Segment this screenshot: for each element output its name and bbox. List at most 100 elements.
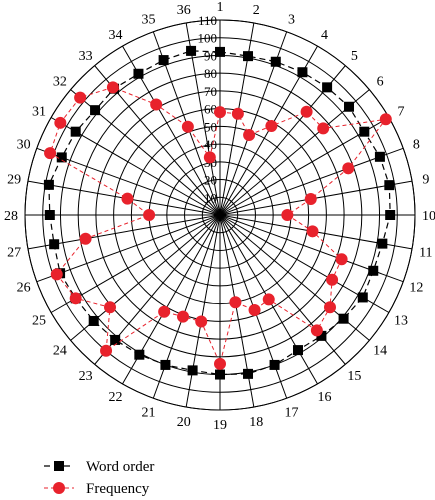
data-point: [43, 179, 54, 190]
data-point: [357, 292, 368, 303]
data-point: [322, 82, 333, 93]
data-point: [265, 119, 278, 132]
radial-tick-label: 100: [198, 31, 218, 46]
data-point: [300, 105, 313, 118]
category-label: 12: [409, 280, 423, 295]
category-label: 21: [142, 405, 156, 420]
data-point: [326, 273, 339, 286]
legend-word-order-label: Word order: [86, 459, 154, 475]
category-label: 6: [377, 75, 384, 90]
category-label: 31: [32, 105, 46, 120]
data-point: [195, 315, 208, 328]
data-point: [262, 293, 275, 306]
category-label: 8: [413, 138, 420, 153]
data-point: [134, 349, 145, 360]
category-label: 2: [253, 3, 260, 18]
series-layer: [43, 45, 396, 380]
data-point: [269, 359, 280, 370]
data-point: [368, 265, 379, 276]
radial-tick-labels: 102030405060708090100110: [198, 13, 218, 205]
data-point: [316, 330, 327, 341]
data-point: [54, 116, 67, 129]
data-point: [243, 51, 254, 62]
category-label: 13: [394, 314, 408, 329]
radial-tick-label: 70: [204, 84, 217, 99]
category-label: 32: [53, 75, 67, 90]
data-point: [203, 151, 216, 164]
data-point: [374, 151, 385, 162]
data-point: [359, 126, 370, 137]
data-point: [158, 55, 169, 66]
category-label: 5: [351, 49, 358, 64]
data-point: [160, 359, 171, 370]
data-point: [133, 68, 144, 79]
radial-tick-label: 40: [204, 137, 217, 152]
category-label: 22: [109, 390, 123, 405]
data-point: [215, 369, 225, 380]
data-point: [229, 296, 242, 309]
spoke: [219, 147, 404, 216]
data-point: [177, 310, 190, 323]
category-label: 26: [17, 280, 31, 295]
data-point: [158, 305, 171, 318]
category-label: 3: [288, 13, 295, 28]
data-point: [335, 253, 348, 266]
data-point: [304, 192, 317, 205]
legend: Word order Frequency: [44, 459, 154, 497]
data-point: [106, 81, 119, 94]
data-point: [74, 91, 87, 104]
category-label: 36: [177, 3, 191, 18]
spoke: [27, 214, 221, 250]
data-point: [44, 210, 55, 220]
data-point: [150, 98, 163, 111]
data-point: [181, 120, 194, 133]
radial-tick-label: 50: [204, 119, 217, 134]
category-label: 23: [79, 369, 93, 384]
data-point: [69, 292, 82, 305]
data-point: [187, 365, 198, 376]
category-labels: 1 234567891011121314151617181920212223242…: [4, 0, 435, 433]
data-point: [50, 268, 63, 281]
data-point: [56, 152, 67, 163]
data-point: [342, 162, 355, 175]
legend-item-frequency: Frequency: [44, 481, 150, 497]
data-point: [293, 345, 303, 356]
legend-item-word-order: Word order: [44, 459, 154, 475]
legend-word-order-marker: [54, 461, 64, 471]
data-point: [121, 192, 134, 205]
category-label: 29: [7, 173, 21, 188]
data-point: [79, 232, 92, 245]
data-point: [186, 45, 197, 56]
series-word-order: [43, 45, 396, 380]
data-point: [377, 238, 388, 249]
category-label: 28: [4, 209, 18, 224]
category-label: 14: [373, 343, 387, 358]
data-point: [231, 107, 244, 120]
data-point: [385, 210, 396, 220]
data-point: [344, 101, 355, 112]
spoke: [36, 147, 221, 216]
category-label: 4: [321, 28, 328, 43]
data-point: [110, 334, 121, 345]
category-label: 11: [419, 245, 432, 260]
data-point: [306, 225, 319, 238]
category-label: 18: [249, 415, 263, 430]
data-point: [214, 106, 226, 119]
radar-spokes: [25, 20, 415, 410]
category-label: 24: [53, 343, 67, 358]
data-point: [88, 315, 99, 326]
data-point: [317, 122, 330, 135]
category-label: 17: [284, 405, 298, 420]
category-label: 19: [213, 418, 227, 433]
data-point: [270, 56, 281, 67]
data-point: [243, 129, 256, 142]
data-point: [104, 301, 117, 314]
radial-tick-label: 110: [198, 13, 217, 28]
data-point: [90, 105, 101, 116]
data-point: [310, 324, 323, 337]
data-point: [248, 303, 261, 316]
legend-frequency-label: Frequency: [86, 481, 150, 497]
data-point: [214, 357, 226, 370]
series-frequency: [44, 81, 392, 370]
